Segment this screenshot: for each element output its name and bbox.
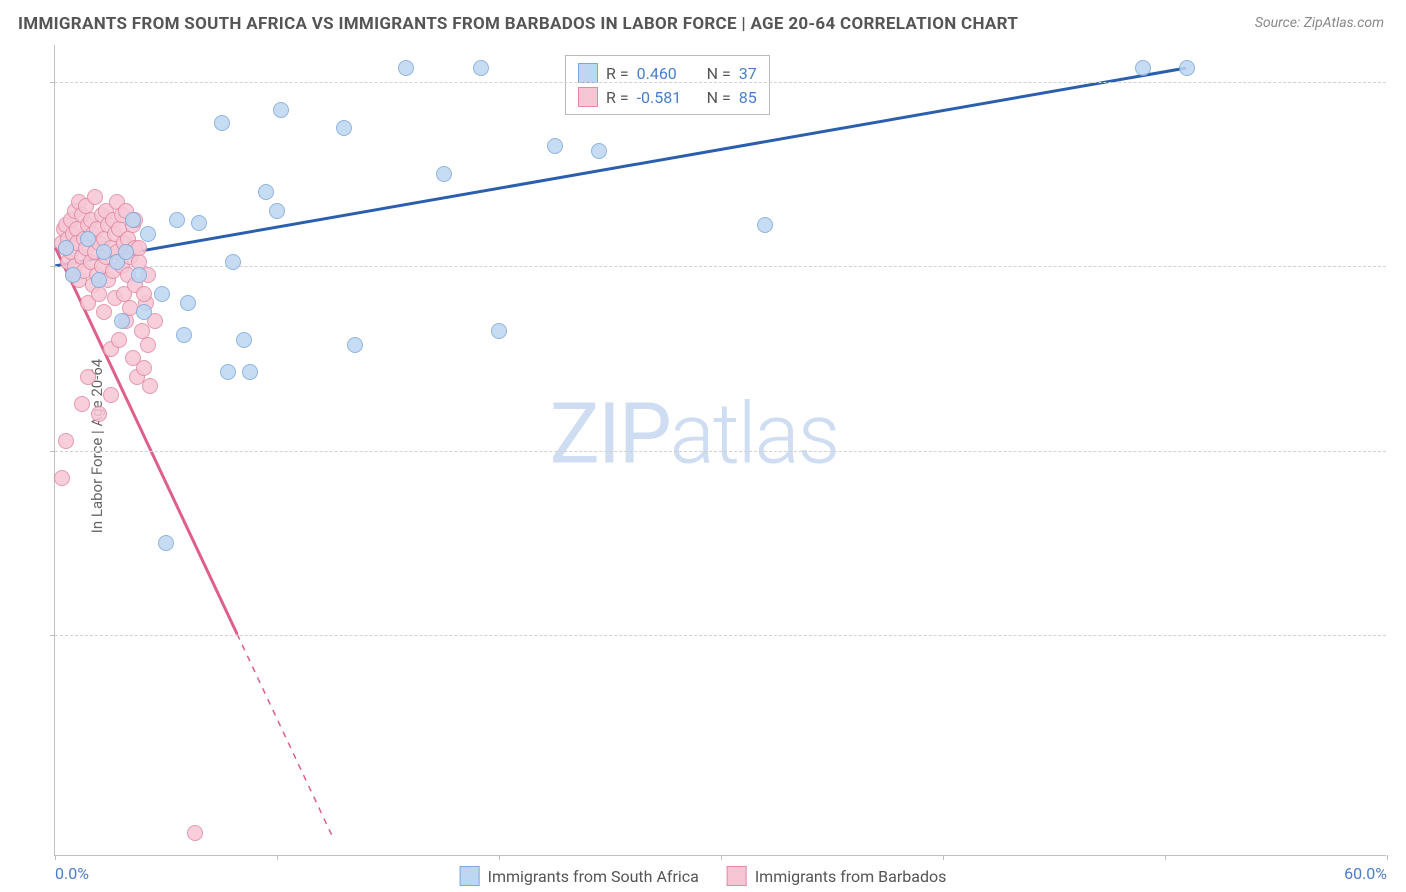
y-tick-label: 60.0% xyxy=(1396,441,1406,460)
scatter-point xyxy=(336,120,352,136)
scatter-point xyxy=(142,378,158,394)
scatter-point xyxy=(131,267,147,283)
legend-swatch xyxy=(578,63,598,83)
watermark-bold: ZIP xyxy=(550,384,670,483)
legend-n-label: N = xyxy=(707,88,731,107)
legend-r-label: R = xyxy=(606,88,629,107)
x-tick-mark xyxy=(55,855,56,860)
scatter-point xyxy=(91,406,107,422)
scatter-point xyxy=(214,115,230,131)
scatter-point xyxy=(74,396,90,412)
gridline-horizontal xyxy=(55,82,1386,83)
scatter-point xyxy=(1135,60,1151,76)
y-tick-mark xyxy=(50,82,55,83)
scatter-point xyxy=(136,360,152,376)
x-tick-mark xyxy=(721,855,722,860)
scatter-point xyxy=(140,337,156,353)
scatter-point xyxy=(80,369,96,385)
legend-r-value: -0.581 xyxy=(637,88,699,107)
bottom-legend: Immigrants from South Africa Immigrants f… xyxy=(460,866,947,886)
scatter-point xyxy=(111,332,127,348)
chart-container: IMMIGRANTS FROM SOUTH AFRICA VS IMMIGRAN… xyxy=(0,0,1406,892)
scatter-point xyxy=(58,433,74,449)
scatter-point xyxy=(176,327,192,343)
scatter-point xyxy=(180,295,196,311)
x-tick-mark xyxy=(499,855,500,860)
scatter-point xyxy=(547,138,563,154)
scatter-point xyxy=(169,212,185,228)
scatter-point xyxy=(473,60,489,76)
x-tick-mark xyxy=(943,855,944,860)
y-tick-mark xyxy=(50,635,55,636)
scatter-point xyxy=(591,143,607,159)
bottom-legend-label: Immigrants from Barbados xyxy=(755,867,947,886)
gridline-horizontal xyxy=(55,635,1386,636)
scatter-point xyxy=(154,286,170,302)
scatter-point xyxy=(91,272,107,288)
scatter-point xyxy=(114,313,130,329)
y-tick-mark xyxy=(50,451,55,452)
x-tick-mark xyxy=(1387,855,1388,860)
scatter-point xyxy=(136,304,152,320)
x-tick-mark xyxy=(277,855,278,860)
scatter-point xyxy=(258,184,274,200)
scatter-point xyxy=(273,102,289,118)
legend-n-value: 85 xyxy=(739,88,757,107)
x-tick-mark xyxy=(1165,855,1166,860)
scatter-point xyxy=(158,535,174,551)
x-tick-label: 0.0% xyxy=(55,864,89,883)
watermark-thin: atlas xyxy=(670,384,839,483)
y-tick-label: 80.0% xyxy=(1396,257,1406,276)
scatter-point xyxy=(58,240,74,256)
scatter-point xyxy=(242,364,258,380)
scatter-point xyxy=(491,323,507,339)
trend-line-dashed xyxy=(237,634,332,837)
x-tick-label: 60.0% xyxy=(1344,864,1387,883)
scatter-point xyxy=(118,244,134,260)
scatter-point xyxy=(136,286,152,302)
scatter-point xyxy=(187,825,203,841)
scatter-point xyxy=(191,215,207,231)
scatter-point xyxy=(65,267,81,283)
bottom-legend-item: Immigrants from South Africa xyxy=(460,866,699,886)
scatter-point xyxy=(91,286,107,302)
scatter-point xyxy=(757,217,773,233)
legend-swatch xyxy=(727,866,747,886)
legend-swatch xyxy=(578,87,598,107)
source-label: Source: ZipAtlas.com xyxy=(1255,15,1384,31)
scatter-point xyxy=(140,226,156,242)
bottom-legend-label: Immigrants from South Africa xyxy=(488,867,699,886)
scatter-point xyxy=(347,337,363,353)
legend-swatch xyxy=(460,866,480,886)
stats-legend: R = 0.460 N = 37 R = -0.581 N = 85 xyxy=(565,55,770,115)
legend-r-label: R = xyxy=(606,64,629,83)
y-tick-label: 100.0% xyxy=(1396,72,1406,91)
gridline-horizontal xyxy=(55,266,1386,267)
scatter-point xyxy=(220,364,236,380)
scatter-point xyxy=(1179,60,1195,76)
bottom-legend-item: Immigrants from Barbados xyxy=(727,866,947,886)
scatter-point xyxy=(236,332,252,348)
chart-title: IMMIGRANTS FROM SOUTH AFRICA VS IMMIGRAN… xyxy=(18,14,1018,34)
scatter-point xyxy=(54,470,70,486)
scatter-point xyxy=(125,212,141,228)
legend-stat-row: R = -0.581 N = 85 xyxy=(578,85,757,109)
scatter-point xyxy=(103,387,119,403)
gridline-horizontal xyxy=(55,451,1386,452)
watermark: ZIPatlas xyxy=(550,384,839,483)
plot-area: ZIPatlas R =0.460N =37R =-0.581N =85 40.… xyxy=(54,45,1386,856)
legend-n-value: 37 xyxy=(739,64,757,83)
scatter-point xyxy=(96,304,112,320)
legend-r-value: 0.460 xyxy=(637,64,699,83)
scatter-point xyxy=(80,231,96,247)
scatter-point xyxy=(398,60,414,76)
scatter-point xyxy=(225,254,241,270)
scatter-point xyxy=(87,189,103,205)
legend-n-label: N = xyxy=(707,64,731,83)
scatter-point xyxy=(269,203,285,219)
y-tick-label: 40.0% xyxy=(1396,625,1406,644)
y-tick-mark xyxy=(50,266,55,267)
scatter-point xyxy=(436,166,452,182)
